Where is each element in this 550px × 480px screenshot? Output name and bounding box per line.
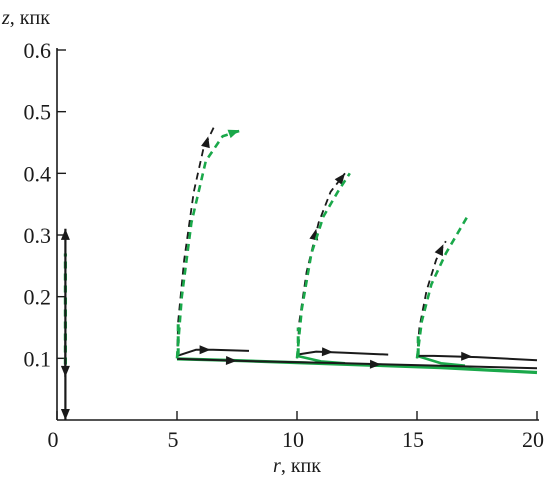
arrow-head [199, 345, 211, 355]
trajectory-series [296, 347, 389, 357]
y-axis-unit: , кпк [10, 7, 50, 29]
trajectory-series [417, 351, 538, 362]
trajectory-series [60, 339, 70, 377]
axes [56, 48, 539, 421]
trajectory-series [175, 128, 243, 359]
x-axis-var: r [273, 455, 281, 477]
trajectory-line [176, 348, 250, 357]
trajectory-line [176, 123, 217, 359]
arrow-head [225, 355, 237, 365]
x-tick-label: 10 [282, 427, 304, 452]
x-tick-label: 20 [522, 427, 544, 452]
trajectory-series [176, 345, 250, 357]
trajectory-line [296, 350, 389, 356]
x-tick-label: 5 [168, 427, 179, 452]
trajectory-series [415, 215, 469, 359]
trajectory-line [176, 357, 538, 370]
y-axis-label: z, кпк [1, 7, 50, 29]
arrow-head [60, 228, 70, 240]
arrow-head [321, 347, 333, 357]
arrow-head [60, 409, 70, 420]
trajectory-line [296, 172, 346, 359]
trajectory-line [295, 172, 351, 359]
y-tick-label: 0.3 [24, 223, 52, 248]
y-tick-label: 0.2 [24, 285, 52, 310]
arrow-head [60, 365, 70, 377]
trajectory-series [295, 172, 351, 359]
series-layer [60, 123, 538, 420]
arrow-head [201, 136, 210, 149]
trajectory-series [176, 355, 538, 370]
y-tick-label: 0.6 [24, 38, 52, 63]
trajectory-line [175, 128, 243, 359]
x-axis-label: r, кпк [273, 455, 321, 477]
x-tick-label: 15 [402, 427, 424, 452]
trajectory-series [416, 240, 447, 359]
arrow-head [334, 173, 345, 185]
x-tick-label: 0 [48, 427, 59, 452]
trajectory-series [296, 172, 346, 359]
arrow-head [227, 129, 240, 139]
y-tick-label: 0.5 [24, 100, 52, 125]
trajectory-line [416, 354, 466, 367]
trajectory-series [416, 354, 466, 367]
arrow-head [434, 244, 444, 257]
x-axis-unit: , кпк [281, 455, 321, 477]
y-axis-var: z [1, 7, 10, 29]
trajectory-line [416, 240, 447, 359]
trajectory-line [417, 354, 538, 362]
arrow-head [369, 359, 381, 369]
trajectory-series [60, 228, 70, 420]
y-tick-label: 0.1 [24, 346, 52, 371]
trajectory-line [415, 215, 469, 359]
trajectory-series [176, 123, 217, 359]
y-tick-label: 0.4 [24, 161, 52, 186]
arrow-head [461, 351, 473, 361]
